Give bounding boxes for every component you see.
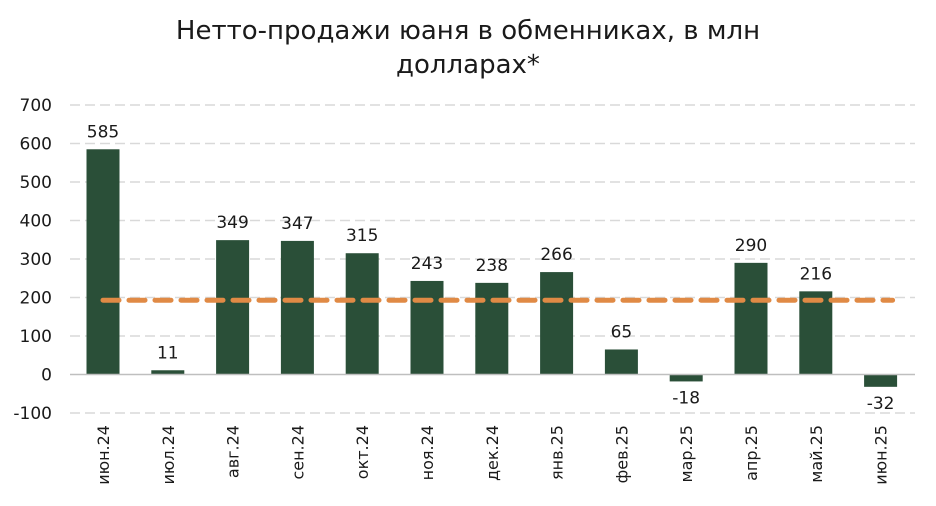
data-label: 347: [281, 214, 313, 234]
bar: [280, 240, 314, 375]
category-label: авг.24: [224, 425, 243, 478]
category-label: ноя.24: [418, 425, 437, 480]
data-label: 238: [476, 256, 508, 276]
category-label: апр.25: [742, 425, 761, 481]
category-label: мар.25: [677, 425, 696, 482]
category-label: фев.25: [612, 425, 631, 483]
bar: [734, 262, 768, 375]
bar: [410, 280, 444, 375]
y-tick-label: 100: [20, 327, 52, 347]
category-label: июн.24: [94, 425, 113, 485]
bar: [151, 370, 185, 375]
y-tick-label: 600: [20, 135, 52, 155]
data-label: 349: [216, 213, 248, 233]
category-label: дек.24: [483, 425, 502, 481]
chart-title: Нетто-продажи юаня в обменниках, в млн д…: [0, 14, 936, 82]
data-label: 585: [87, 122, 119, 142]
data-label: 243: [411, 254, 443, 274]
category-label: июн.25: [872, 425, 891, 485]
category-label: май.25: [807, 425, 826, 483]
chart-title-line-1: Нетто-продажи юаня в обменниках, в млн: [175, 16, 761, 46]
data-label: 11: [157, 343, 179, 363]
data-label: 65: [611, 322, 633, 342]
data-label: 216: [800, 264, 832, 284]
bar: [540, 272, 574, 375]
y-tick-label: 0: [41, 366, 52, 386]
data-label: -32: [867, 394, 895, 414]
y-tick-label: 300: [20, 250, 52, 270]
bar: [864, 374, 898, 387]
data-label: 266: [540, 245, 572, 265]
bar: [86, 149, 120, 375]
bar: [669, 374, 703, 382]
category-label: окт.24: [353, 425, 372, 479]
data-label: -18: [672, 388, 700, 408]
y-tick-label: 700: [20, 96, 52, 116]
bar: [799, 291, 833, 375]
bar: [345, 253, 379, 375]
bar: [604, 349, 638, 375]
y-tick-label: 200: [20, 289, 52, 309]
y-tick-label: -100: [13, 404, 52, 424]
data-label: 315: [346, 226, 378, 246]
y-tick-label: 500: [20, 173, 52, 193]
data-label: 290: [735, 236, 767, 256]
y-tick-label: 400: [20, 212, 52, 232]
chart-title-line-2: долларах*: [396, 50, 540, 80]
bar: [216, 240, 250, 375]
category-label: июл.24: [159, 425, 178, 485]
category-label: сен.24: [288, 425, 307, 480]
bar: [475, 282, 509, 375]
category-label: янв.25: [548, 425, 567, 480]
